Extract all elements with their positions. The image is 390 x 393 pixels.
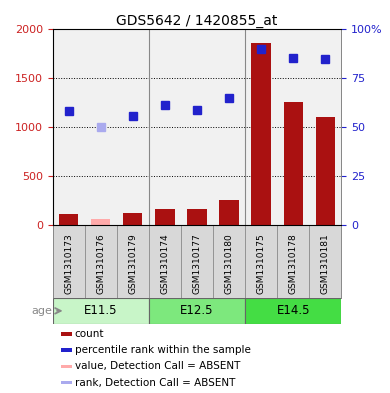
Bar bbox=[252, 43, 271, 224]
Text: count: count bbox=[75, 329, 104, 339]
Text: GSM1310173: GSM1310173 bbox=[64, 233, 73, 294]
Text: GSM1310181: GSM1310181 bbox=[321, 233, 330, 294]
Text: GSM1310176: GSM1310176 bbox=[96, 233, 105, 294]
Bar bbox=[277, 224, 309, 298]
Bar bbox=[149, 298, 245, 324]
Bar bbox=[309, 29, 341, 224]
Bar bbox=[187, 209, 207, 224]
Title: GDS5642 / 1420855_at: GDS5642 / 1420855_at bbox=[116, 15, 278, 28]
Text: value, Detection Call = ABSENT: value, Detection Call = ABSENT bbox=[75, 361, 240, 371]
Text: rank, Detection Call = ABSENT: rank, Detection Call = ABSENT bbox=[75, 378, 235, 387]
Bar bbox=[85, 224, 117, 298]
Bar bbox=[309, 224, 341, 298]
Bar bbox=[61, 365, 73, 368]
Bar bbox=[181, 29, 213, 224]
Bar bbox=[245, 298, 341, 324]
Bar bbox=[316, 117, 335, 224]
Bar bbox=[155, 209, 174, 224]
Bar bbox=[53, 29, 85, 224]
Bar bbox=[85, 29, 117, 224]
Bar bbox=[149, 224, 181, 298]
Bar bbox=[117, 29, 149, 224]
Text: GSM1310179: GSM1310179 bbox=[128, 233, 137, 294]
Bar bbox=[61, 332, 73, 336]
Bar bbox=[61, 381, 73, 384]
Bar bbox=[220, 200, 239, 224]
Bar bbox=[213, 224, 245, 298]
Bar bbox=[149, 29, 181, 224]
Text: E14.5: E14.5 bbox=[277, 304, 310, 318]
Text: GSM1310178: GSM1310178 bbox=[289, 233, 298, 294]
Bar bbox=[91, 219, 110, 224]
Bar bbox=[245, 224, 277, 298]
Bar bbox=[245, 29, 277, 224]
Bar bbox=[181, 224, 213, 298]
Bar bbox=[61, 348, 73, 352]
Bar bbox=[59, 214, 78, 224]
Text: E11.5: E11.5 bbox=[84, 304, 117, 318]
Bar bbox=[213, 29, 245, 224]
Text: age: age bbox=[32, 306, 53, 316]
Text: GSM1310175: GSM1310175 bbox=[257, 233, 266, 294]
Text: GSM1310180: GSM1310180 bbox=[225, 233, 234, 294]
Text: GSM1310177: GSM1310177 bbox=[192, 233, 202, 294]
Text: percentile rank within the sample: percentile rank within the sample bbox=[75, 345, 251, 355]
Text: GSM1310174: GSM1310174 bbox=[160, 233, 169, 294]
Bar bbox=[117, 224, 149, 298]
Text: E12.5: E12.5 bbox=[180, 304, 214, 318]
Bar bbox=[284, 102, 303, 224]
Bar bbox=[53, 298, 149, 324]
Bar bbox=[277, 29, 309, 224]
Bar bbox=[53, 224, 85, 298]
Bar bbox=[123, 213, 142, 224]
